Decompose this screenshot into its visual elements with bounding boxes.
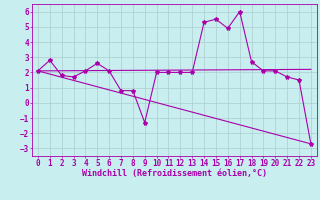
X-axis label: Windchill (Refroidissement éolien,°C): Windchill (Refroidissement éolien,°C) (82, 169, 267, 178)
